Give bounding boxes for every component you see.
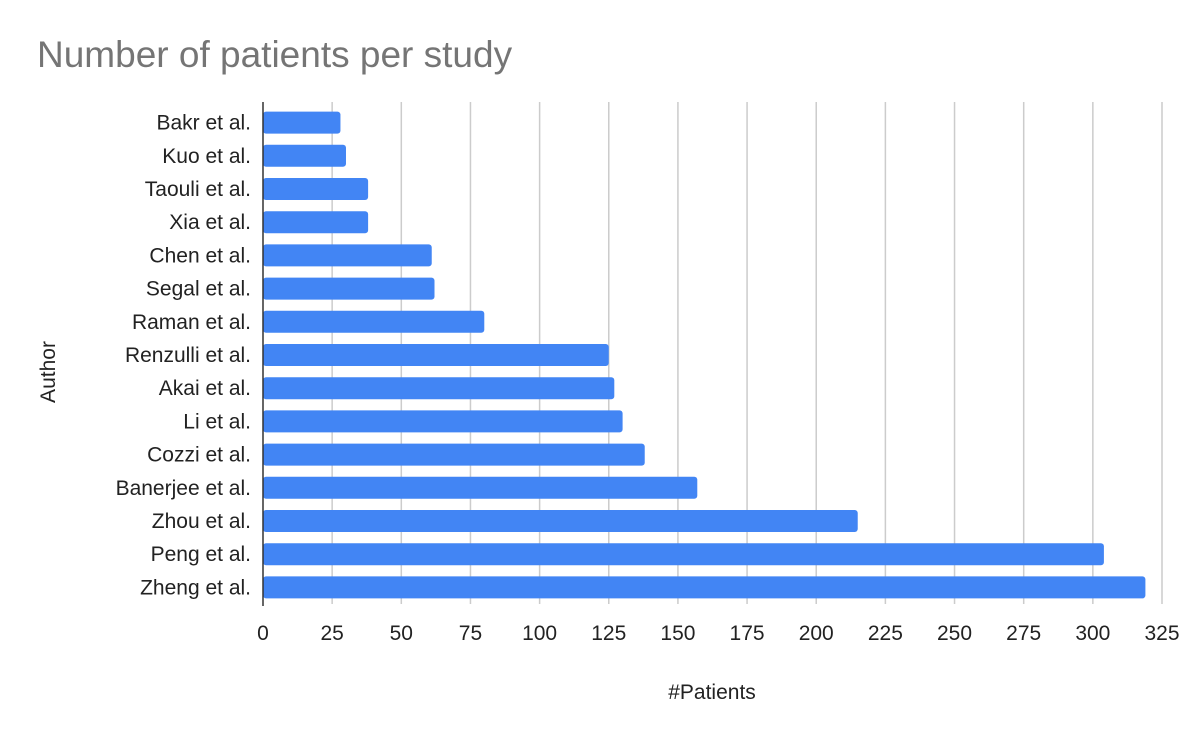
y-axis-title: Author [37,341,60,403]
x-tick-label: 200 [799,622,834,645]
x-tick-label: 325 [1144,622,1179,645]
bar [263,443,645,466]
bar [263,576,1146,599]
y-tick-label: Renzulli et al. [125,344,251,367]
bar [263,244,432,267]
x-tick-label: 275 [1006,622,1041,645]
y-tick-label: Xia et al. [169,211,251,234]
y-tick-label: Raman et al. [132,311,251,334]
bar [263,476,698,499]
y-tick-label: Bakr et al. [156,112,251,135]
bar [263,510,858,532]
bar [263,310,485,333]
x-tick-label: 0 [257,622,269,645]
bar [263,211,369,234]
bar [263,410,623,433]
bar [263,111,341,134]
y-tick-label: Zheng et al. [140,576,251,599]
chart-title: Number of patients per study [37,34,513,75]
bar [263,377,615,400]
x-tick-label: 25 [320,622,343,645]
y-tick-label: Chen et al. [149,244,251,267]
y-tick-label: Akai et al. [159,377,251,400]
bar [263,344,609,366]
x-tick-label: 300 [1075,622,1110,645]
y-tick-label: Banerjee et al. [116,477,251,500]
bar [263,277,435,300]
y-tick-label: Peng et al. [151,543,251,566]
x-tick-label: 150 [660,622,695,645]
y-tick-label: Kuo et al. [162,145,251,168]
x-tick-label: 175 [730,622,765,645]
x-tick-label: 125 [591,622,626,645]
x-axis-title: #Patients [668,681,756,704]
x-tick-label: 100 [522,622,557,645]
x-tick-label: 250 [937,622,972,645]
x-tick-label: 75 [459,622,482,645]
bar [263,144,346,167]
y-tick-label: Li et al. [183,410,251,433]
x-tick-label: 225 [868,622,903,645]
y-tick-label: Cozzi et al. [147,444,251,467]
y-tick-label: Zhou et al. [152,510,251,533]
bar [263,178,369,200]
y-tick-label: Segal et al. [146,278,251,301]
y-tick-label: Taouli et al. [145,178,251,201]
bar [263,543,1104,566]
x-tick-label: 50 [390,622,413,645]
